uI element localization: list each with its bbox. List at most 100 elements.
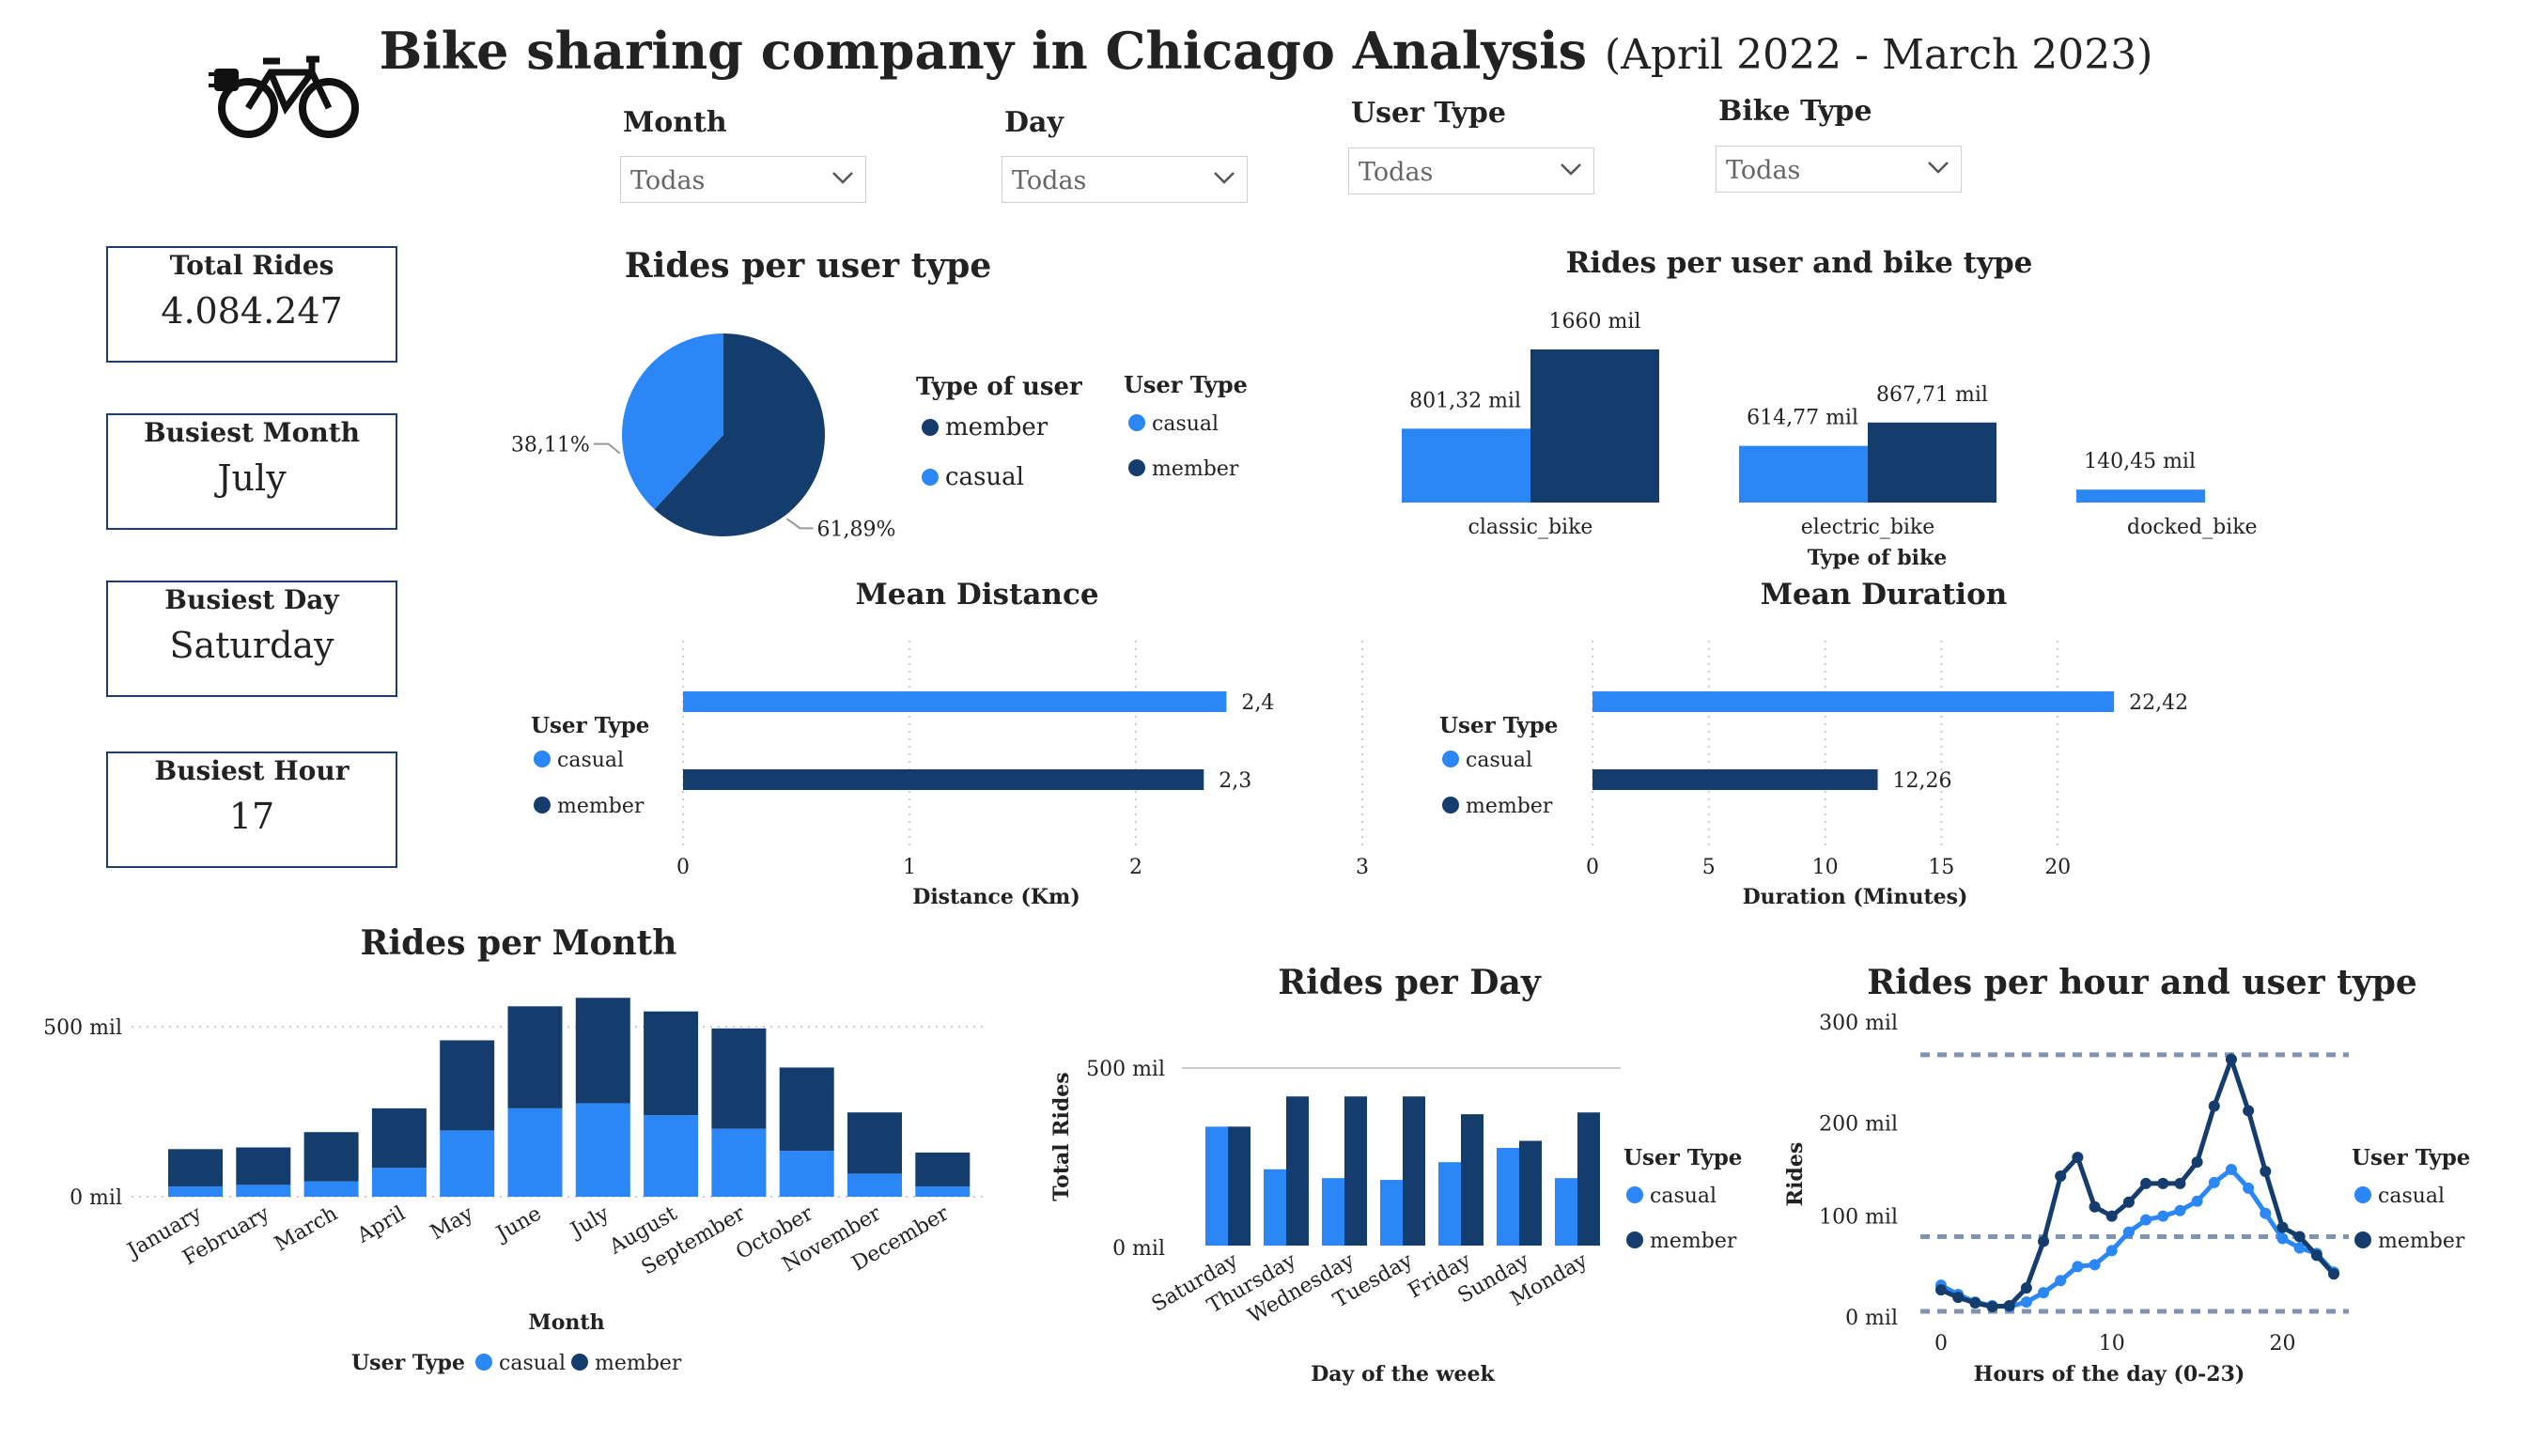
bike-category-label: docked_bike: [2127, 516, 2258, 539]
duration-bar-member: [1592, 769, 1878, 790]
duration-data-label: 12,26: [1893, 769, 1952, 793]
distance-legend-item-marker: [534, 797, 551, 813]
hour-point-casual: [2140, 1214, 2152, 1226]
month-legend-item-marker: [475, 1354, 492, 1371]
bike-bar-casual: [1402, 428, 1530, 503]
bike-data-label: 801,32 mil: [1409, 389, 1521, 412]
pie-legend-item-marker: [922, 419, 939, 436]
day-bar-casual: [1438, 1162, 1461, 1246]
filter-bike-type-value: Todas: [1726, 156, 1801, 185]
chevron-down-icon: [1214, 172, 1235, 184]
kpi-label: Busiest Hour: [154, 755, 350, 786]
filter-bike-type-dropdown[interactable]: Todas: [1716, 146, 1962, 193]
bike-bar-member: [1530, 349, 1659, 503]
hour-y-tick-label: 100 mil: [1819, 1206, 1898, 1230]
month-bar-casual: [847, 1173, 902, 1197]
distance-legend-item-label: member: [557, 795, 645, 818]
hour-y-tick-label: 200 mil: [1819, 1112, 1898, 1136]
filter-user-type-label: User Type: [1351, 97, 1506, 130]
duration-chart-title: Mean Duration: [1760, 578, 2008, 612]
month-bar-casual: [507, 1107, 563, 1197]
filter-month-dropdown[interactable]: Todas: [620, 156, 866, 203]
month-bar-casual: [644, 1115, 699, 1197]
hour-point-member: [2276, 1221, 2289, 1233]
hour-point-member: [2310, 1249, 2322, 1262]
hour-point-casual: [2055, 1275, 2067, 1287]
bike-category-label: classic_bike: [1468, 516, 1593, 539]
day-bar-member: [1577, 1112, 1600, 1246]
bike-data-label: 140,45 mil: [2084, 450, 2196, 473]
hour-point-member: [2122, 1196, 2135, 1208]
kpi-label: Total Rides: [169, 250, 334, 281]
app-logo: [209, 52, 363, 146]
duration-tick-label: 0: [1586, 856, 1599, 879]
pie-slice: [654, 333, 826, 536]
bike-data-label: 1660 mil: [1549, 310, 1641, 333]
bike-chart-title: Rides per user and bike type: [1565, 246, 2033, 280]
hour-point-member: [2038, 1235, 2050, 1247]
distance-tick-label: 3: [1356, 856, 1369, 879]
hour-legend-item-marker: [2354, 1231, 2371, 1248]
kpi-value: Saturday: [169, 625, 334, 666]
month-bar-casual: [371, 1168, 427, 1197]
duration-legend-item-marker: [1442, 797, 1459, 813]
chevron-down-icon: [1561, 163, 1581, 176]
hour-point-member: [1935, 1284, 1947, 1296]
hour-point-casual: [2072, 1261, 2084, 1273]
hour-point-member: [2260, 1166, 2272, 1177]
hour-point-member: [2208, 1100, 2220, 1112]
hour-point-member: [2293, 1231, 2306, 1243]
day-bar-casual: [1555, 1178, 1577, 1246]
distance-data-label: 2,3: [1219, 769, 1251, 793]
day-x-axis-title: Day of the week: [1311, 1362, 1495, 1386]
day-legend-item-marker: [1626, 1186, 1643, 1203]
day-bar-casual: [1380, 1180, 1403, 1246]
hour-point-member: [1969, 1297, 1981, 1309]
distance-tick-label: 0: [676, 856, 690, 879]
hour-line-member: [1939, 1052, 2336, 1309]
day-bar-member: [1228, 1126, 1250, 1246]
hour-point-member: [2105, 1210, 2118, 1222]
kpi-total-rides: Total Rides 4.084.247: [106, 246, 397, 363]
hour-x-axis-title: Hours of the day (0-23): [1974, 1362, 2245, 1386]
month-bar-member: [779, 1067, 834, 1152]
month-y-tick-label: 0 mil: [70, 1186, 122, 1210]
filter-user-type-dropdown[interactable]: Todas: [1348, 147, 1594, 194]
pie-legend-title: Type of user: [916, 373, 1082, 401]
hour-point-casual: [2038, 1287, 2050, 1299]
month-chart-title: Rides per Month: [360, 923, 677, 963]
pie-legend-title-2: User Type: [1124, 371, 1248, 398]
hour-y-tick-label: 300 mil: [1819, 1012, 1898, 1035]
pie-slice: [622, 333, 723, 510]
hour-point-member: [2140, 1177, 2152, 1189]
month-bar-member: [644, 1011, 699, 1116]
month-bar-casual: [711, 1128, 767, 1197]
distance-tick-label: 1: [903, 856, 916, 879]
hour-point-casual: [2260, 1207, 2272, 1219]
month-bar-member: [507, 1006, 563, 1108]
hour-point-member: [2328, 1268, 2339, 1280]
filter-day-dropdown[interactable]: Todas: [1002, 156, 1248, 203]
bike-data-label: 614,77 mil: [1747, 407, 1858, 430]
pie-legend-item-label: casual: [945, 463, 1024, 491]
day-bar-member: [1461, 1114, 1483, 1246]
distance-bar-casual: [683, 691, 1227, 712]
month-bar-member: [371, 1107, 427, 1169]
day-bar-casual: [1322, 1178, 1344, 1246]
hour-point-casual: [2243, 1182, 2255, 1194]
filter-day-label: Day: [1004, 106, 1064, 139]
hour-legend-item-label: member: [2378, 1230, 2465, 1253]
title-main: Bike sharing company in Chicago Analysis: [379, 21, 1588, 81]
day-bar-casual: [1497, 1148, 1519, 1246]
month-bar-member: [847, 1112, 902, 1174]
kpi-value: July: [217, 457, 287, 499]
month-bar-member: [440, 1040, 495, 1131]
bike-category-label: electric_bike: [1801, 516, 1935, 539]
electric-bike-icon: [209, 55, 359, 138]
duration-legend-item-label: casual: [1466, 749, 1532, 772]
duration-legend-item-label: member: [1466, 795, 1553, 818]
hour-x-tick-label: 10: [2099, 1332, 2125, 1355]
duration-data-label: 22,42: [2129, 691, 2188, 715]
filter-bike-type-label: Bike Type: [1718, 95, 1872, 128]
